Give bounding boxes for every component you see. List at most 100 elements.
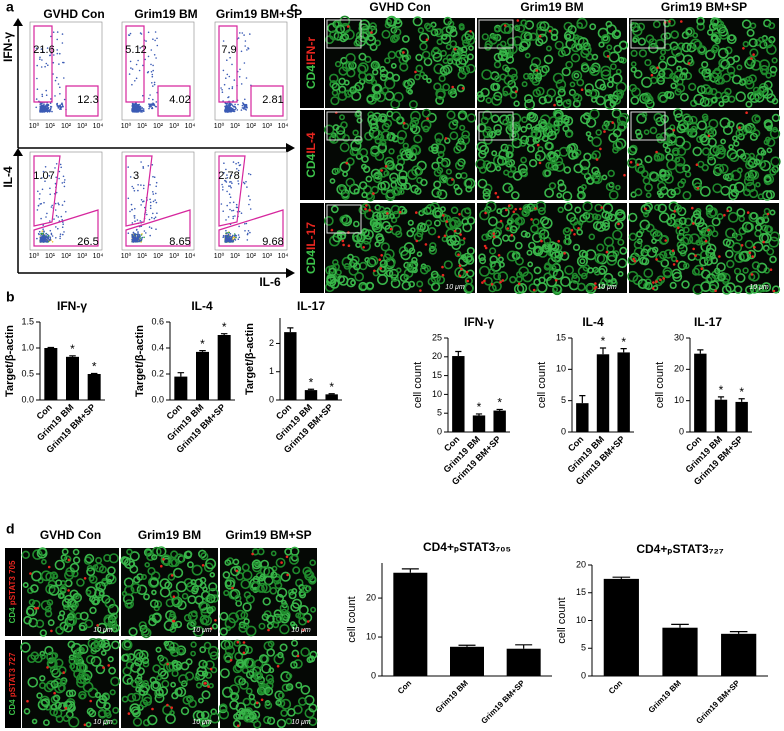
event-dot	[245, 109, 247, 111]
event-dot	[63, 176, 65, 178]
scale-bar: 10 μm	[749, 284, 769, 291]
event-dot	[143, 167, 145, 169]
red-signal	[342, 244, 345, 247]
event-dot	[62, 106, 64, 108]
red-signal	[762, 241, 765, 244]
event-dot	[49, 239, 51, 241]
event-dot	[58, 105, 60, 107]
event-dot	[46, 63, 48, 65]
bar	[452, 356, 464, 432]
red-signal	[508, 204, 511, 207]
red-signal	[415, 211, 418, 214]
red-signal	[738, 126, 741, 129]
event-dot	[154, 82, 156, 84]
event-dot	[231, 240, 233, 242]
significance: *	[329, 380, 334, 394]
red-signal	[402, 51, 405, 54]
event-dot	[49, 194, 51, 196]
y-tick-label: 10	[432, 389, 442, 399]
event-dot	[134, 220, 136, 222]
red-signal	[691, 207, 694, 210]
event-dot	[232, 86, 234, 88]
event-dot	[64, 182, 66, 184]
event-dot	[41, 94, 43, 96]
red-signal	[767, 213, 770, 216]
red-signal	[770, 268, 773, 271]
event-dot	[237, 109, 239, 111]
event-dot	[39, 203, 41, 205]
x-tick-label: 10²	[153, 253, 164, 260]
red-signal	[483, 280, 486, 283]
red-signal	[644, 208, 647, 211]
column-title: GVHD Con	[43, 7, 104, 21]
event-dot	[45, 110, 47, 112]
event-dot	[221, 184, 223, 186]
red-signal	[207, 685, 210, 688]
error-bar	[455, 352, 461, 357]
red-signal	[718, 255, 721, 258]
event-dot	[138, 104, 140, 106]
event-dot	[229, 110, 231, 112]
event-dot	[246, 77, 248, 79]
red-signal	[170, 706, 173, 709]
event-dot	[150, 208, 152, 210]
event-dot	[232, 216, 234, 218]
x-tick-label: 10²	[61, 123, 72, 130]
x-tick-label: 10⁴	[93, 253, 104, 260]
bar	[715, 400, 727, 432]
event-dot	[225, 219, 227, 221]
panel-label: b	[6, 289, 15, 305]
event-dot	[48, 104, 50, 106]
event-dot	[132, 107, 134, 109]
y-tick-label: 0	[269, 394, 274, 404]
event-dot	[234, 215, 236, 217]
x-tick-label: 10³	[169, 123, 180, 130]
event-dot	[152, 213, 154, 215]
chart-title: IFN-γ	[57, 299, 87, 313]
stain-red: pSTAT3 705	[8, 560, 17, 605]
red-signal	[673, 210, 676, 213]
event-dot	[249, 199, 251, 201]
red-signal	[372, 192, 375, 195]
red-signal	[457, 253, 460, 256]
red-signal	[243, 652, 246, 655]
x-tick-label: 10⁰	[121, 252, 132, 260]
y-tick-label: 0	[561, 426, 566, 436]
event-dot	[248, 195, 250, 197]
event-dot	[152, 85, 154, 87]
error-bar	[48, 347, 55, 348]
y-tick-label: 15	[556, 332, 566, 342]
bar	[604, 579, 639, 676]
error-bar	[613, 577, 631, 579]
event-dot	[39, 57, 41, 59]
event-dot	[35, 107, 37, 109]
red-signal	[692, 222, 695, 225]
event-dot	[248, 48, 250, 50]
event-dot	[143, 188, 145, 190]
red-signal	[557, 240, 560, 243]
y-axis-label: cell count	[536, 362, 548, 408]
red-signal	[603, 130, 606, 133]
event-dot	[232, 88, 234, 90]
red-signal	[26, 700, 29, 703]
event-dot	[130, 176, 132, 178]
bar	[196, 352, 209, 400]
event-dot	[62, 223, 64, 225]
red-signal	[466, 280, 469, 283]
event-dot	[241, 51, 243, 53]
event-dot	[141, 237, 143, 239]
event-dot	[43, 238, 45, 240]
red-signal	[708, 135, 711, 138]
red-signal	[286, 556, 289, 559]
error-bar	[718, 397, 724, 400]
event-dot	[131, 204, 133, 206]
chart-title: IL-4	[582, 315, 604, 329]
event-dot	[154, 40, 156, 42]
event-dot	[49, 220, 51, 222]
x-tick-label: Con	[396, 678, 413, 695]
significance: *	[719, 383, 724, 397]
error-bar	[600, 348, 606, 354]
event-dot	[151, 104, 153, 106]
event-dot	[57, 105, 59, 107]
